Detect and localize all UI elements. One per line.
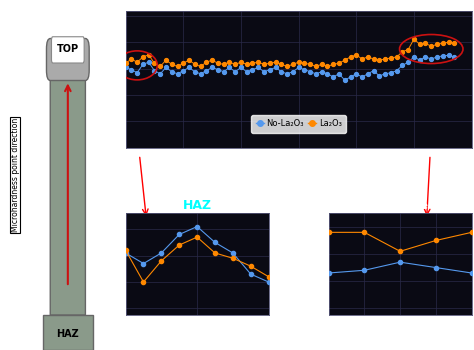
Text: (a): (a) bbox=[101, 0, 115, 8]
FancyBboxPatch shape bbox=[52, 37, 84, 63]
FancyBboxPatch shape bbox=[50, 63, 85, 315]
Title: Microhardness (HV): Microhardness (HV) bbox=[237, 0, 360, 9]
Text: TOP: TOP bbox=[57, 44, 79, 54]
X-axis label: Distance(mm): Distance(mm) bbox=[257, 170, 340, 180]
Legend: No-La₂O₃, La₂O₃: No-La₂O₃, La₂O₃ bbox=[251, 115, 346, 133]
Text: Microhardness point direction: Microhardness point direction bbox=[10, 118, 19, 232]
Title: HAZ: HAZ bbox=[182, 199, 212, 212]
Title: Top zone: Top zone bbox=[373, 201, 428, 211]
Text: HAZ: HAZ bbox=[56, 329, 79, 339]
Text: (b): (b) bbox=[90, 195, 104, 205]
FancyBboxPatch shape bbox=[46, 38, 89, 80]
Text: (c): (c) bbox=[286, 195, 299, 205]
FancyBboxPatch shape bbox=[43, 315, 93, 350]
